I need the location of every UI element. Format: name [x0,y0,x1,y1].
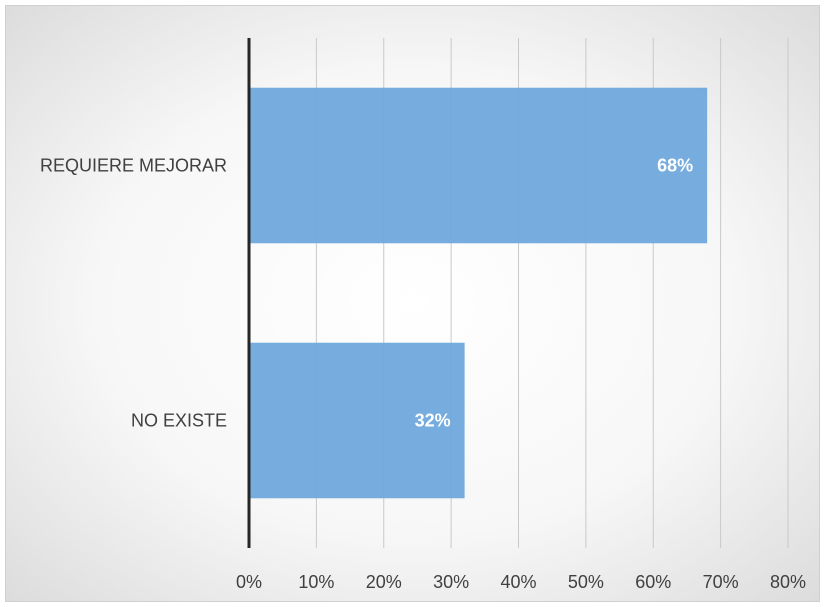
x-tick-label: 80% [770,572,806,592]
x-tick-label: 10% [298,572,334,592]
category-labels: REQUIERE MEJORAR NO EXISTE [40,156,227,431]
bar-no-existe [249,342,465,499]
data-label: 68% [657,156,693,176]
x-tick-label: 70% [703,572,739,592]
category-label: REQUIERE MEJORAR [40,156,227,176]
x-tick-label: 0% [236,572,262,592]
data-label: 32% [415,411,451,431]
bar-requiere-mejorar [249,87,708,244]
data-labels: 68% 32% [415,156,694,431]
x-tick-label: 50% [568,572,604,592]
bars [249,87,708,499]
x-tick-labels: 0% 10% 20% 30% 40% 50% 60% 70% 80% [236,572,806,592]
category-label: NO EXISTE [131,411,227,431]
x-tick-label: 30% [433,572,469,592]
x-tick-label: 40% [500,572,536,592]
x-tick-label: 20% [366,572,402,592]
x-tick-label: 60% [635,572,671,592]
